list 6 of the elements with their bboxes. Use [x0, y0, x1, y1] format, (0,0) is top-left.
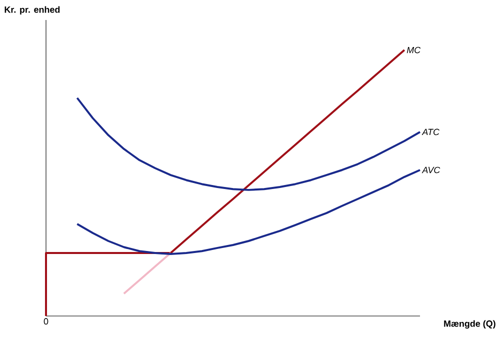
- y-axis-title: Kr. pr. enhed: [4, 6, 60, 15]
- x-axis-title: Mængde (Q): [444, 320, 496, 329]
- series-label: MC: [406, 46, 421, 54]
- series-label: ATC: [422, 128, 440, 136]
- text: 0: [44, 318, 48, 325]
- series-label: AVC: [422, 166, 440, 174]
